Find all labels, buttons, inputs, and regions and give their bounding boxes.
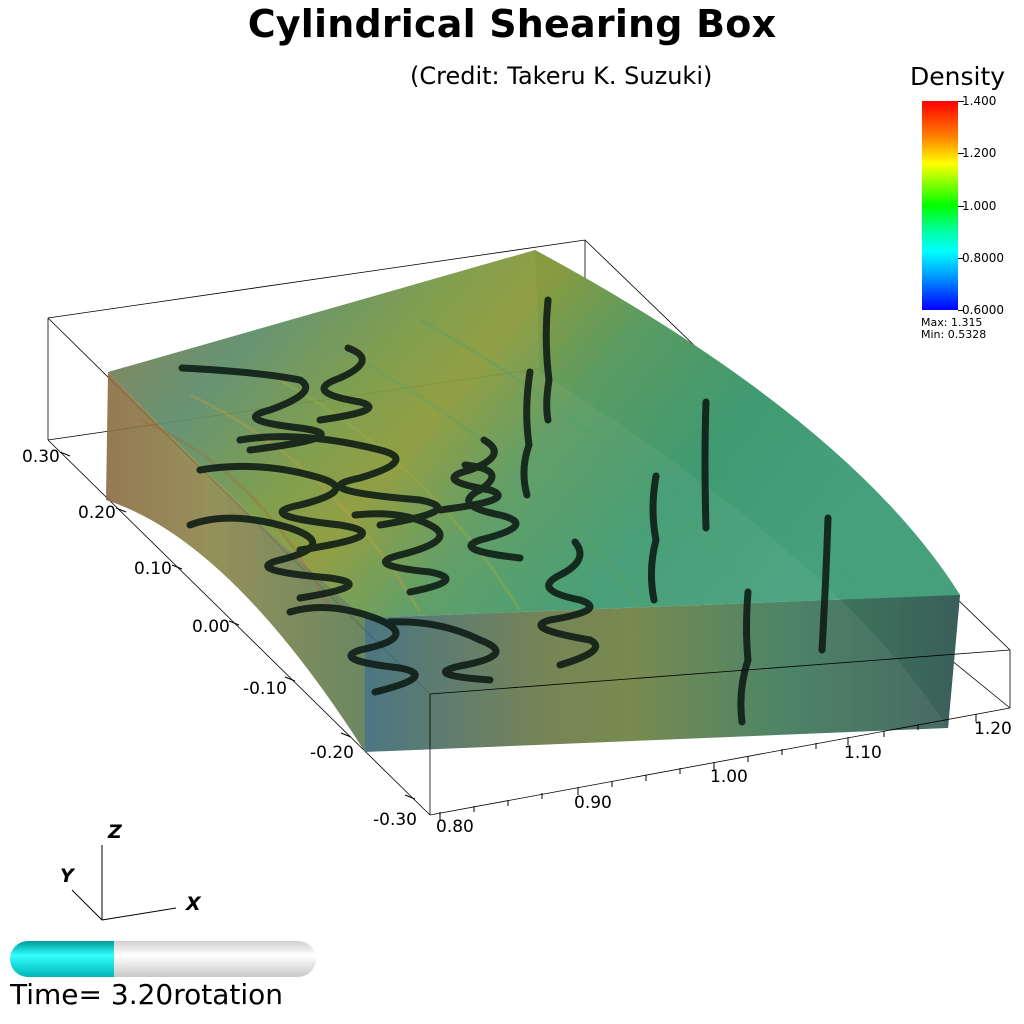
- x-tick-label: 0.90: [574, 793, 612, 813]
- time-progress-fill: [10, 941, 115, 977]
- z-tick-label: 0.00: [192, 617, 230, 637]
- z-tick-label: 0.10: [134, 559, 172, 579]
- x-tick-label: 1.00: [710, 767, 748, 787]
- colorbar-tick-label: 0.8000: [962, 250, 1004, 265]
- orientation-x-label: X: [185, 893, 202, 915]
- credit-text: (Credit: Takeru K. Suzuki): [410, 62, 713, 90]
- x-axis-labels: 0.80 0.90 1.00 1.10 1.20: [436, 719, 1012, 837]
- z-tick-label: -0.10: [243, 679, 287, 699]
- orientation-y-label: Y: [60, 865, 76, 887]
- colorbar-tick-label: 1.000: [962, 198, 997, 213]
- colorbar-tick-mark: [958, 101, 964, 102]
- colorbar-title: Density: [910, 62, 1006, 91]
- colorbar-tick-mark: [958, 153, 964, 155]
- z-tick-label: 0.20: [78, 503, 116, 523]
- inner-face: [106, 372, 365, 752]
- colorbar-tick-label: 1.400: [962, 94, 997, 108]
- orientation-z-label: Z: [107, 821, 123, 843]
- x-tick-label: 1.10: [844, 743, 882, 763]
- colorbar-tick-label: 0.6000: [962, 303, 1004, 317]
- orientation-axes: [71, 845, 177, 921]
- colorbar-max: Max: 1.315: [921, 316, 983, 329]
- colorbar-tick-label: 1.200: [962, 146, 997, 161]
- time-label: Time= 3.20rotation: [10, 978, 284, 1011]
- z-tick-label: 0.30: [22, 447, 60, 467]
- field-lines: [178, 296, 832, 726]
- z-axis-labels: 0.30 0.20 0.10 0.00 -0.10 -0.20 -0.30: [22, 447, 417, 830]
- z-tick-label: -0.30: [373, 810, 417, 830]
- x-tick-label: 1.20: [974, 719, 1012, 739]
- front-face: [365, 595, 960, 752]
- page-title: Cylindrical Shearing Box: [247, 2, 777, 46]
- z-axis: [59, 451, 416, 800]
- x-tick-label: 0.80: [436, 817, 474, 837]
- colorbar-tick-mark: [958, 205, 964, 207]
- colorbar-tick-mark: [958, 310, 964, 311]
- colorbar-tick-mark: [958, 257, 964, 259]
- colorbar-min: Min: 0.5328: [921, 328, 987, 341]
- time-progress-bar: [10, 941, 316, 977]
- bounding-box-front: [429, 649, 1011, 816]
- z-tick-label: -0.20: [310, 743, 354, 763]
- x-axis: [439, 714, 977, 820]
- colorbar: [922, 101, 958, 310]
